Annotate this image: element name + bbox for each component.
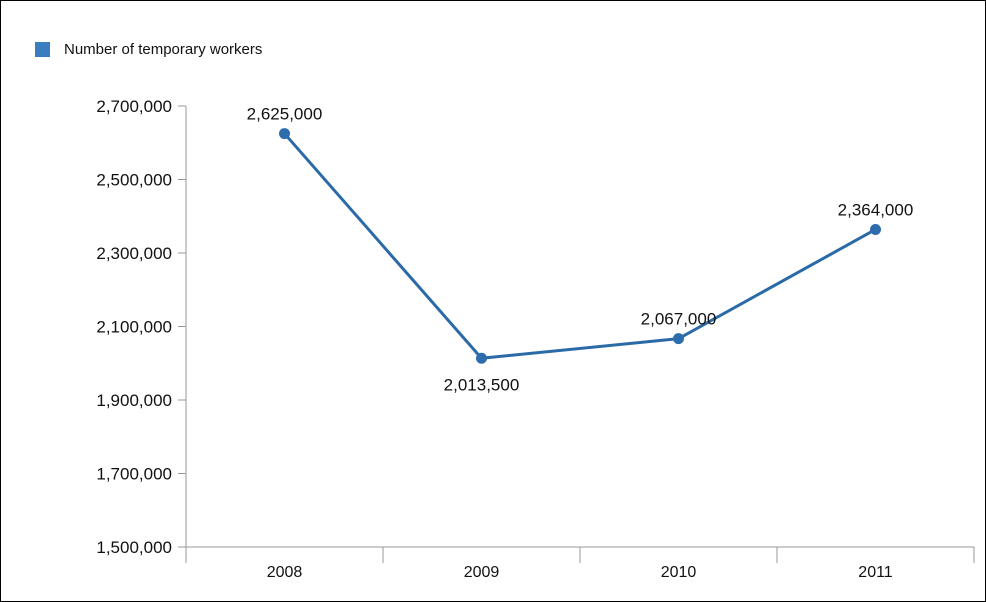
legend-swatch bbox=[35, 42, 50, 57]
y-tick-label: 2,100,000 bbox=[96, 318, 172, 337]
y-tick-label: 2,700,000 bbox=[96, 97, 172, 116]
data-label: 2,625,000 bbox=[247, 105, 323, 124]
data-labels: 2,625,000 2,013,500 2,067,000 2,364,000 bbox=[247, 105, 914, 395]
legend: Number of temporary workers bbox=[35, 41, 262, 58]
y-tick-label: 2,300,000 bbox=[96, 244, 172, 263]
data-label: 2,364,000 bbox=[838, 200, 914, 219]
y-tick-label: 1,500,000 bbox=[96, 538, 172, 557]
y-axis: 1,500,000 1,700,000 1,900,000 2,100,000 2,30… bbox=[96, 97, 187, 557]
x-axis: 2008 2009 2010 2011 bbox=[185, 546, 975, 581]
x-tick-label: 2009 bbox=[464, 564, 500, 581]
series-group bbox=[279, 128, 881, 364]
data-point bbox=[279, 128, 290, 140]
data-label: 2,067,000 bbox=[641, 310, 717, 329]
x-tick-label: 2008 bbox=[267, 564, 303, 581]
data-point bbox=[673, 333, 684, 345]
data-label: 2,013,500 bbox=[444, 375, 520, 394]
data-point bbox=[476, 352, 487, 364]
x-tick-label: 2011 bbox=[858, 564, 893, 581]
x-tick-label: 2010 bbox=[661, 564, 697, 581]
series-line bbox=[283, 132, 877, 360]
y-tick-label: 1,900,000 bbox=[96, 391, 172, 410]
y-tick-label: 1,700,000 bbox=[96, 465, 172, 484]
legend-label: Number of temporary workers bbox=[64, 41, 263, 58]
y-tick-label: 2,500,000 bbox=[96, 171, 172, 190]
data-point bbox=[870, 223, 881, 235]
